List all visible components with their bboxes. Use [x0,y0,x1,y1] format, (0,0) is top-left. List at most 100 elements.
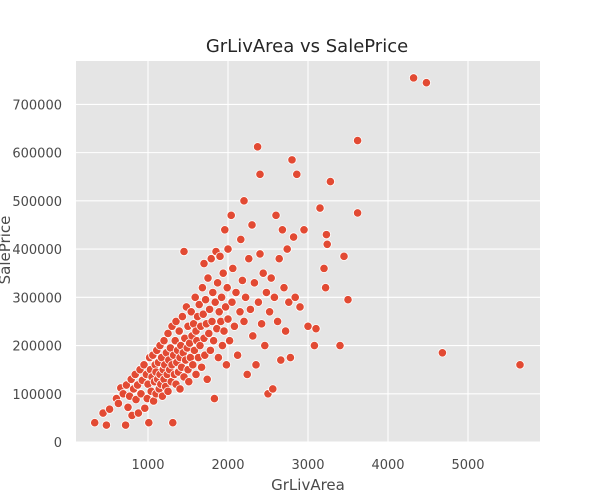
scatter-point [191,369,201,380]
scatter-point [241,292,251,302]
scatter-point [280,326,291,336]
scatter-point [217,292,227,302]
scatter-point [195,340,205,351]
scatter-point [279,283,289,293]
scatter-point [206,254,216,264]
y-axis-label: SalePrice [0,216,14,285]
scatter-point [190,292,200,302]
scatter-point [242,369,252,380]
y-tick-labels: 0 100000 200000 300000 400000 500000 600000 700… [12,98,62,451]
x-tick-label: 3000 [291,458,324,473]
scatter-point [258,268,268,278]
data-points [90,73,525,430]
scatter-point [253,142,263,152]
scatter-point [264,307,275,317]
scatter-point [171,316,181,327]
scatter-point [199,258,209,269]
scatter-point [260,340,270,351]
scatter-point [168,418,178,428]
scatter-point [186,307,196,317]
scatter-point [219,326,229,336]
scatter-point [226,210,236,220]
scatter-point [205,345,215,355]
y-tick-label: 0 [54,436,62,451]
scatter-point [319,263,329,273]
scatter-point [175,384,185,394]
scatter-point [231,287,241,298]
scatter-point [408,73,419,83]
x-tick-label: 2000 [211,458,244,473]
scatter-point [215,251,225,261]
scatter-point [285,353,295,363]
scatter-point [303,321,313,331]
scatter-point [235,307,245,317]
scatter-point [311,324,321,334]
x-axis-label: GrLivArea [271,476,345,494]
scatter-point [218,268,228,278]
scatter-point [320,283,331,293]
scatter-point [221,360,231,370]
scatter-point [321,230,331,240]
scatter-point [214,307,224,317]
scatter-point [276,355,286,365]
scatter-point [287,155,297,165]
scatter-point [194,299,204,310]
scatter-point [269,292,279,302]
scatter-point [249,278,259,288]
scatter-point [251,360,261,370]
y-tick-label: 500000 [12,195,62,210]
scatter-point [207,316,217,327]
scatter-point [247,220,257,230]
scatter-point [113,398,124,409]
scatter-point [245,304,255,314]
scatter-point [515,360,525,370]
y-gridlines [76,103,540,443]
scatter-point [299,225,309,235]
scatter-point [213,278,223,288]
scatter-point [177,312,187,322]
scatter-point [277,225,287,235]
scatter-point [272,316,283,327]
y-tick-label: 400000 [12,243,62,258]
scatter-point [136,389,146,399]
scatter-point [204,328,214,339]
scatter-point [290,292,300,302]
scatter-point [315,203,325,213]
scatter-point [220,225,230,235]
scatter-point [90,418,100,428]
scatter-point [229,321,239,331]
scatter-point [203,273,213,283]
scatter-point [184,377,194,387]
scatter-point [295,302,305,312]
scatter-point [202,374,212,384]
scatter-point [239,316,249,327]
scatter-point [121,420,131,430]
scatter-point [421,78,431,88]
scatter-point [284,297,294,307]
y-tick-label: 700000 [12,98,62,113]
scatter-point [159,336,169,346]
scatter-point [268,384,278,394]
scatter-point [339,251,349,261]
scatter-point [325,176,335,187]
scatter-point [101,420,112,430]
scatter-point [244,254,254,264]
scatter-point [208,287,218,298]
x-tick-label: 4000 [371,458,404,473]
x-tick-labels: 1000 2000 3000 4000 5000 [131,458,484,473]
scatter-point [225,336,235,346]
scatter-point [123,402,133,412]
scatter-point [322,239,332,249]
scatter-point [197,283,207,293]
scatter-point [261,287,271,298]
scatter-point [255,249,265,259]
scatter-point [105,404,115,414]
scatter-point [248,331,258,341]
scatter-point [255,169,265,179]
scatter-point [201,295,211,305]
scatter-point [163,328,173,339]
scatter-point [233,350,243,360]
scatter-point [140,403,150,413]
scatter-point [223,244,233,254]
